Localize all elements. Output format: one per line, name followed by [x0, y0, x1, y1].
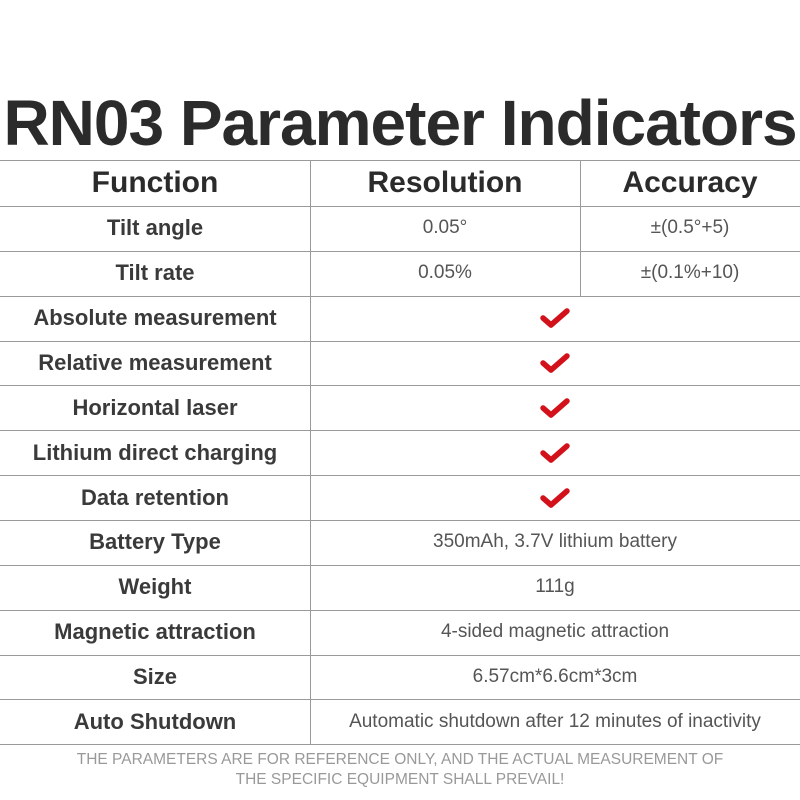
resolution-value: 0.05% [418, 262, 472, 284]
check-icon [310, 296, 800, 341]
column-header: Function [91, 166, 219, 199]
footer-note: THE PARAMETERS ARE FOR REFERENCE ONLY, A… [76, 751, 724, 768]
spec-value: 6.57cm*6.6cm*3cm [472, 665, 638, 687]
title: RN03 Parameter Indicators [3, 87, 797, 159]
row-border [0, 430, 800, 432]
row-border [0, 475, 800, 477]
column-border [580, 160, 581, 296]
column-header: Accuracy [622, 166, 758, 199]
row-border [0, 609, 800, 611]
check-icon [310, 385, 800, 430]
row-border [0, 385, 800, 387]
function-label: Magnetic attraction [54, 619, 256, 645]
row-border [0, 206, 800, 207]
spec-value: 111g [535, 576, 575, 598]
function-label: Horizontal laser [72, 394, 238, 420]
function-label: Battery Type [89, 529, 221, 555]
checkmark [540, 308, 570, 328]
row-border [0, 744, 800, 746]
function-label: Data retention [81, 484, 229, 510]
checkmark [540, 442, 570, 463]
footer-note: THE SPECIFIC EQUIPMENT SHALL PREVAIL! [235, 771, 565, 788]
function-label: Lithium direct charging [32, 439, 278, 465]
check-icon [310, 341, 800, 386]
accuracy-value: ±(0.1%+10) [640, 262, 740, 284]
checkmark [540, 353, 570, 373]
resolution-value: 0.05° [422, 217, 468, 239]
column-header: Resolution [367, 166, 523, 199]
row-border [0, 654, 800, 656]
function-label: Size [132, 663, 178, 689]
row-border [0, 564, 800, 566]
row-border [0, 340, 800, 342]
table-border [0, 160, 800, 161]
function-label: Auto Shutdown [73, 708, 237, 734]
row-border [0, 250, 800, 252]
spec-value: Automatic shutdown after 12 minutes of i… [349, 710, 761, 732]
row-border [0, 295, 800, 297]
accuracy-value: ±(0.5°+5) [650, 217, 730, 239]
function-label: Tilt rate [115, 260, 195, 286]
spec-value: 4-sided magnetic attraction [440, 621, 670, 643]
function-label: Tilt angle [106, 215, 204, 241]
check-icon [310, 430, 800, 475]
checkmark [540, 487, 570, 508]
check-icon [310, 475, 800, 520]
checkmark [540, 398, 570, 418]
function-label: Absolute measurement [33, 305, 277, 331]
column-border [310, 160, 311, 745]
function-label: Weight [118, 574, 192, 600]
spec-value: 350mAh, 3.7V lithium battery [433, 531, 677, 553]
function-label: Relative measurement [38, 349, 272, 375]
row-border [0, 519, 800, 521]
row-border [0, 699, 800, 701]
